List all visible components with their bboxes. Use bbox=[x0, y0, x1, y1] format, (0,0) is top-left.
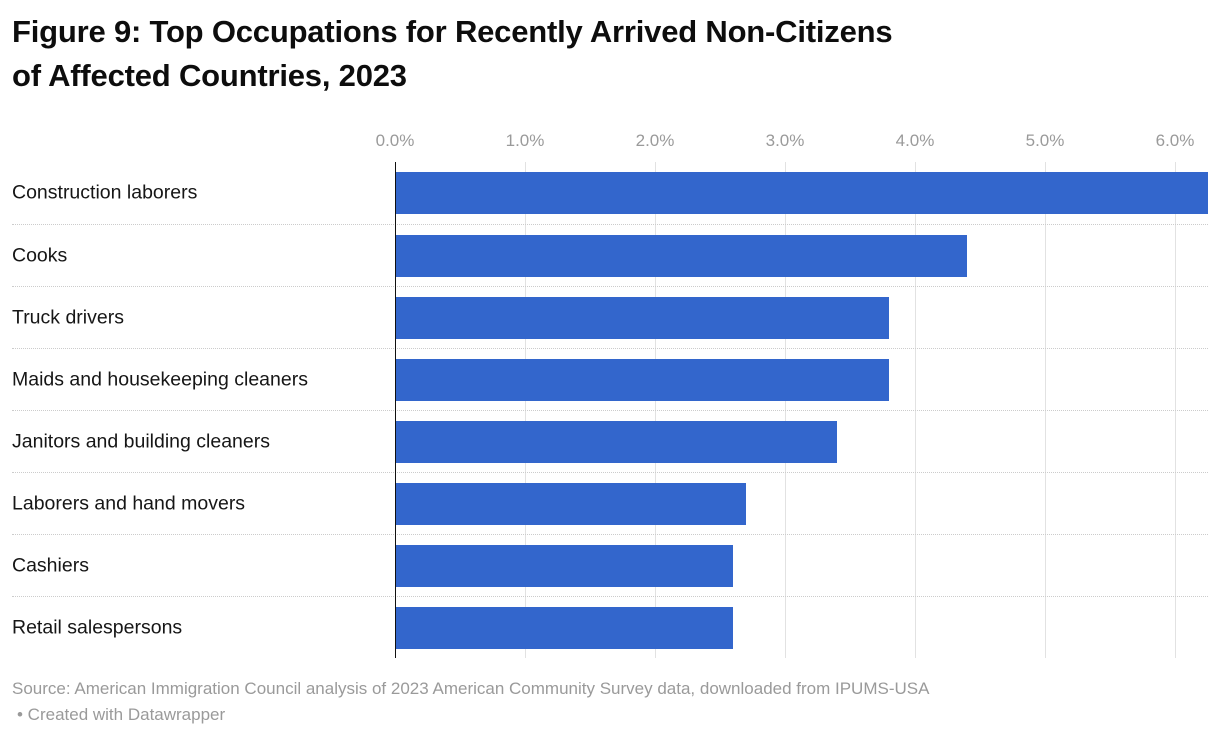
bar[interactable] bbox=[395, 483, 746, 525]
x-tick-label: 2.0% bbox=[635, 131, 675, 150]
datawrapper-credit: • Created with Datawrapper bbox=[17, 705, 226, 724]
bar[interactable] bbox=[395, 172, 1208, 214]
category-label: Cashiers bbox=[12, 554, 89, 576]
source-note: Source: American Immigration Council ana… bbox=[12, 679, 930, 698]
x-axis: 0.0% 1.0% 2.0% 3.0% 4.0% 5.0% 6.0% bbox=[12, 131, 1208, 155]
bar[interactable] bbox=[395, 421, 837, 463]
chart-row: Construction laborers bbox=[12, 162, 1208, 224]
plot-area: Construction laborers Cooks Truck drivers M… bbox=[12, 162, 1208, 658]
y-axis-line bbox=[395, 162, 396, 658]
bar[interactable] bbox=[395, 235, 967, 277]
x-tick-label: 3.0% bbox=[765, 131, 805, 150]
bar[interactable] bbox=[395, 607, 733, 649]
rows: Construction laborers Cooks Truck drivers M… bbox=[12, 162, 1208, 658]
chart-row: Cooks bbox=[12, 224, 1208, 286]
chart-row: Cashiers bbox=[12, 534, 1208, 596]
footer: Source: American Immigration Council ana… bbox=[12, 676, 1208, 728]
category-label: Janitors and building cleaners bbox=[12, 430, 270, 452]
chart-row: Retail salespersons bbox=[12, 596, 1208, 658]
x-tick-label: 1.0% bbox=[505, 131, 545, 150]
category-label: Laborers and hand movers bbox=[12, 492, 246, 514]
x-tick-label: 5.0% bbox=[1025, 131, 1065, 150]
category-label: Retail salespersons bbox=[12, 616, 183, 638]
x-tick-label: 4.0% bbox=[895, 131, 935, 150]
chart-title-line2: of Affected Countries, 2023 bbox=[12, 58, 407, 94]
category-label: Maids and housekeeping cleaners bbox=[12, 368, 308, 390]
category-label: Truck drivers bbox=[12, 306, 124, 328]
chart-row: Janitors and building cleaners bbox=[12, 410, 1208, 472]
x-tick-label: 0.0% bbox=[375, 131, 415, 150]
chart-title-line1: Figure 9: Top Occupations for Recently A… bbox=[12, 14, 893, 49]
category-label: Construction laborers bbox=[12, 181, 198, 204]
chart-row: Laborers and hand movers bbox=[12, 472, 1208, 534]
chart-row: Truck drivers bbox=[12, 286, 1208, 348]
chart-row: Maids and housekeeping cleaners bbox=[12, 348, 1208, 410]
x-tick-label: 6.0% bbox=[1155, 131, 1195, 150]
chart-title: Figure 9: Top Occupations for Recently A… bbox=[12, 10, 893, 98]
bar[interactable] bbox=[395, 297, 889, 339]
bar[interactable] bbox=[395, 545, 733, 587]
bar[interactable] bbox=[395, 359, 889, 401]
category-label: Cooks bbox=[12, 244, 68, 266]
